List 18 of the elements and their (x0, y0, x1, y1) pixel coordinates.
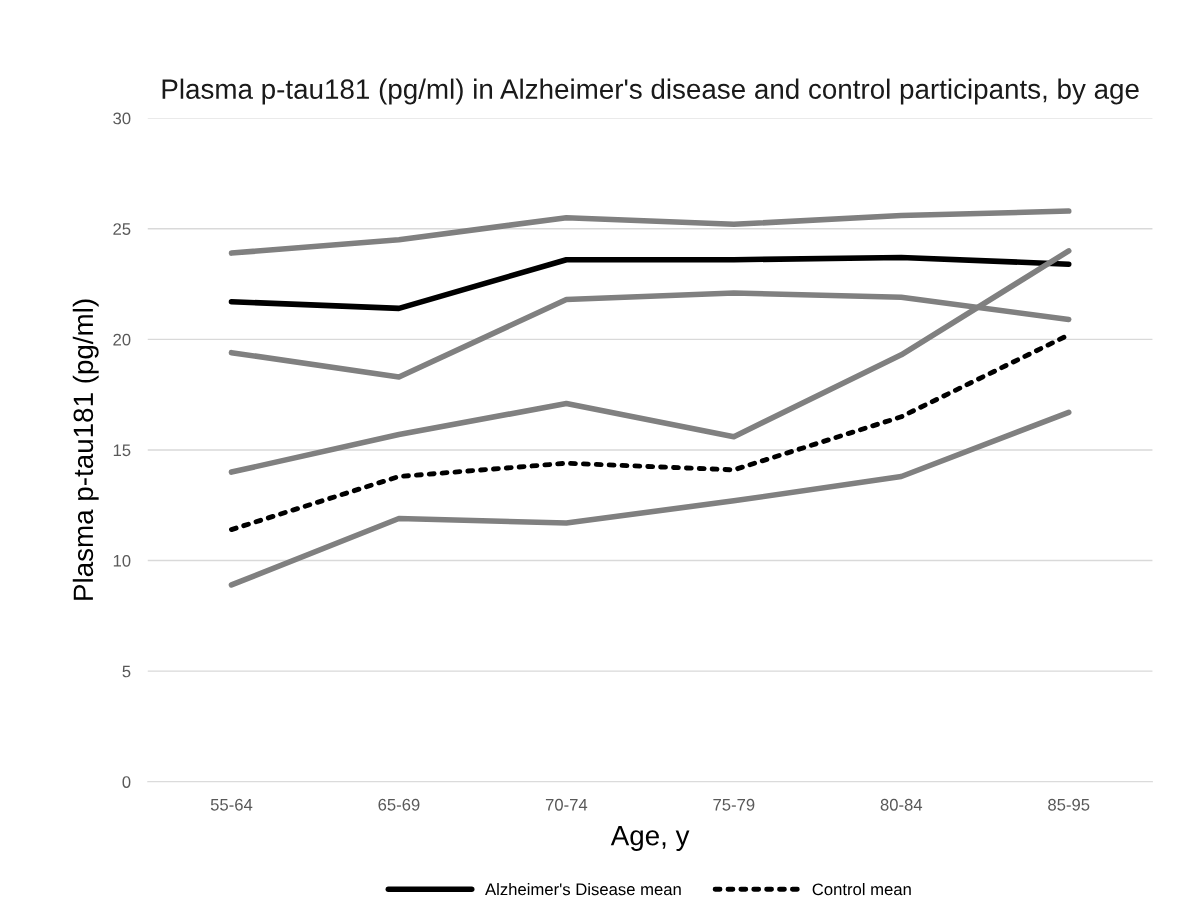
x-tick-label: 75-79 (713, 798, 755, 811)
y-tick-label: 15 (113, 444, 131, 457)
y-tick-label: 5 (122, 665, 131, 678)
x-tick-label: 85-95 (1048, 798, 1090, 811)
legend-label: Control mean (812, 883, 911, 896)
x-tick-label: 70-74 (545, 798, 588, 811)
x-axis-title: Age, y (610, 826, 690, 851)
x-tick-label: 80-84 (880, 798, 923, 811)
y-tick-label: 20 (113, 333, 131, 346)
y-tick-label: 10 (113, 554, 131, 567)
y-axis-title: Plasma p-tau181 (pg/ml) (72, 299, 99, 600)
y-tick-label: 30 (113, 112, 131, 125)
x-tick-label: 65-69 (378, 798, 420, 811)
y-tick-label: 0 (122, 776, 131, 788)
x-tick-label: 55-64 (210, 798, 253, 811)
chart-title: Plasma p-tau181 (pg/ml) in Alzheimer's disease and control participants, by age (162, 78, 1139, 105)
legend-label: Alzheimer's Disease mean (485, 883, 681, 896)
y-tick-label: 25 (113, 223, 131, 235)
